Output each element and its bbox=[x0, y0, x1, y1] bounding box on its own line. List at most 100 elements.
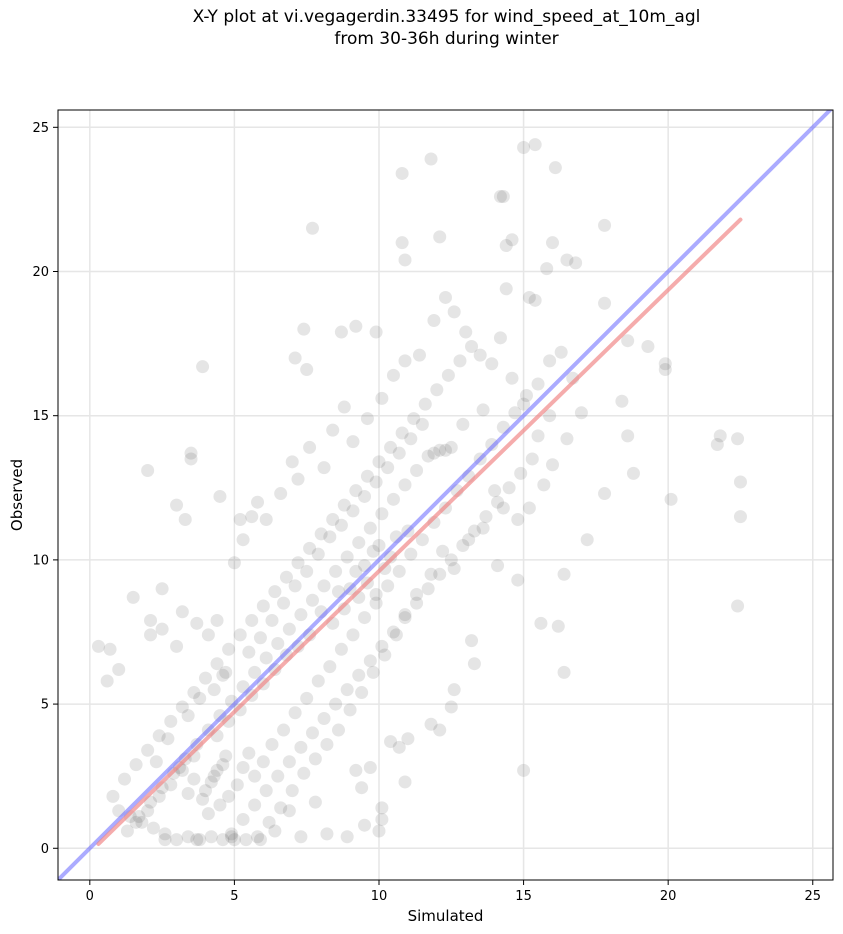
data-point bbox=[491, 495, 505, 509]
data-point bbox=[410, 463, 424, 477]
x-tick-label: 10 bbox=[371, 889, 388, 904]
data-point bbox=[106, 789, 120, 803]
data-point bbox=[268, 824, 282, 838]
data-point bbox=[149, 755, 163, 769]
data-point bbox=[251, 495, 265, 509]
data-point bbox=[282, 804, 296, 818]
data-point bbox=[407, 412, 421, 426]
data-point bbox=[349, 564, 363, 578]
data-point bbox=[369, 325, 383, 339]
data-point bbox=[204, 775, 218, 789]
data-point bbox=[363, 761, 377, 775]
data-point bbox=[274, 487, 288, 501]
data-point bbox=[175, 700, 189, 714]
data-point bbox=[317, 461, 331, 475]
data-point bbox=[392, 740, 406, 754]
data-point bbox=[467, 524, 481, 538]
data-point bbox=[332, 723, 346, 737]
data-point bbox=[141, 804, 155, 818]
data-point bbox=[207, 683, 221, 697]
data-point bbox=[294, 608, 308, 622]
data-point bbox=[378, 648, 392, 662]
data-point bbox=[227, 833, 241, 847]
data-point bbox=[598, 487, 612, 501]
data-point bbox=[329, 564, 343, 578]
x-axis-ticks: 0 5 10 15 20 25 bbox=[86, 880, 821, 904]
data-point bbox=[291, 472, 305, 486]
data-point bbox=[248, 665, 262, 679]
data-point bbox=[386, 492, 400, 506]
x-tick-label: 20 bbox=[660, 889, 677, 904]
data-point bbox=[152, 789, 166, 803]
data-point bbox=[120, 824, 134, 838]
data-point bbox=[337, 400, 351, 414]
data-point bbox=[222, 789, 236, 803]
data-point bbox=[303, 541, 317, 555]
data-point bbox=[233, 628, 247, 642]
data-point bbox=[187, 772, 201, 786]
reference-lines bbox=[58, 110, 833, 880]
data-point bbox=[222, 642, 236, 656]
data-point bbox=[626, 466, 640, 480]
data-point bbox=[198, 784, 212, 798]
data-point bbox=[334, 642, 348, 656]
data-point bbox=[305, 221, 319, 235]
data-point bbox=[256, 755, 270, 769]
data-point bbox=[184, 452, 198, 466]
data-point bbox=[161, 732, 175, 746]
data-point bbox=[430, 383, 444, 397]
x-axis-label: Simulated bbox=[408, 907, 484, 925]
data-point bbox=[421, 449, 435, 463]
data-point bbox=[170, 833, 184, 847]
data-point bbox=[392, 446, 406, 460]
data-point bbox=[389, 628, 403, 642]
data-point bbox=[493, 331, 507, 345]
data-point bbox=[262, 815, 276, 829]
data-point bbox=[465, 634, 479, 648]
data-point bbox=[198, 671, 212, 685]
data-point bbox=[288, 351, 302, 365]
data-point bbox=[265, 737, 279, 751]
data-point bbox=[236, 812, 250, 826]
data-point bbox=[733, 475, 747, 489]
data-point bbox=[433, 230, 447, 244]
data-point bbox=[285, 455, 299, 469]
data-point bbox=[710, 438, 724, 452]
data-point bbox=[277, 723, 291, 737]
data-point bbox=[248, 769, 262, 783]
data-point bbox=[522, 501, 536, 515]
data-point bbox=[340, 550, 354, 564]
data-point bbox=[511, 573, 525, 587]
data-point bbox=[386, 625, 400, 639]
data-point bbox=[245, 613, 259, 627]
data-point bbox=[305, 593, 319, 607]
data-point bbox=[378, 562, 392, 576]
data-point bbox=[404, 432, 418, 446]
data-point bbox=[467, 657, 481, 671]
data-point bbox=[557, 567, 571, 581]
data-point bbox=[297, 766, 311, 780]
data-point bbox=[375, 812, 389, 826]
data-point bbox=[360, 469, 374, 483]
data-point bbox=[170, 639, 184, 653]
data-point bbox=[372, 455, 386, 469]
data-point bbox=[291, 556, 305, 570]
data-point bbox=[314, 527, 328, 541]
data-point bbox=[204, 830, 218, 844]
data-point bbox=[346, 435, 360, 449]
data-point bbox=[462, 533, 476, 547]
data-point bbox=[337, 498, 351, 512]
data-point bbox=[279, 570, 293, 584]
data-point bbox=[253, 833, 267, 847]
data-point bbox=[239, 833, 253, 847]
data-point bbox=[713, 429, 727, 443]
data-point bbox=[190, 833, 204, 847]
data-point bbox=[366, 665, 380, 679]
data-point bbox=[358, 818, 372, 832]
data-point bbox=[360, 412, 374, 426]
data-point bbox=[271, 769, 285, 783]
data-point bbox=[141, 743, 155, 757]
data-point bbox=[415, 417, 429, 431]
data-point bbox=[560, 253, 574, 267]
data-point bbox=[433, 443, 447, 457]
